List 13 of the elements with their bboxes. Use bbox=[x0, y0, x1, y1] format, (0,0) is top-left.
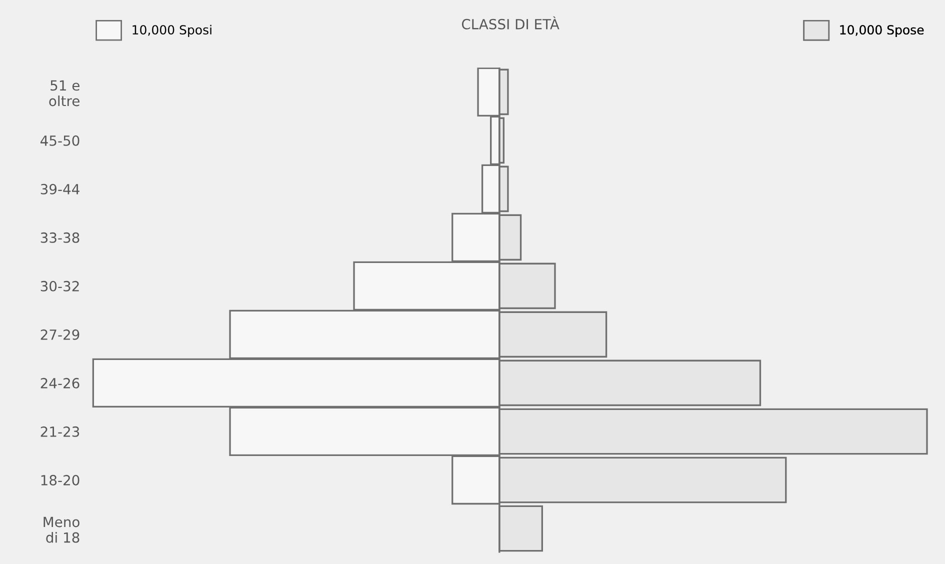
y-tick-label: 39-44 bbox=[40, 184, 80, 194]
y-tick-label: 30-32 bbox=[40, 280, 79, 292]
y-tick-label: 51 e oltre bbox=[49, 80, 80, 106]
y-tick-label: 21-23 bbox=[40, 426, 80, 437]
y-tick-label: 33-38 bbox=[40, 232, 80, 243]
chart-title: CLASSI DI ETÀ bbox=[462, 16, 560, 30]
y-tick-label: 24-26 bbox=[40, 378, 80, 388]
y-tick-label: 27-29 bbox=[40, 329, 80, 340]
y-tick-label: Meno di 18 bbox=[44, 516, 80, 543]
legend-label: 10,000 Sposi bbox=[132, 24, 212, 37]
y-tick-label: 18-20 bbox=[41, 474, 80, 486]
legend-label: 10,000 Spose bbox=[840, 25, 924, 37]
y-tick-label: 45-50 bbox=[40, 135, 80, 146]
